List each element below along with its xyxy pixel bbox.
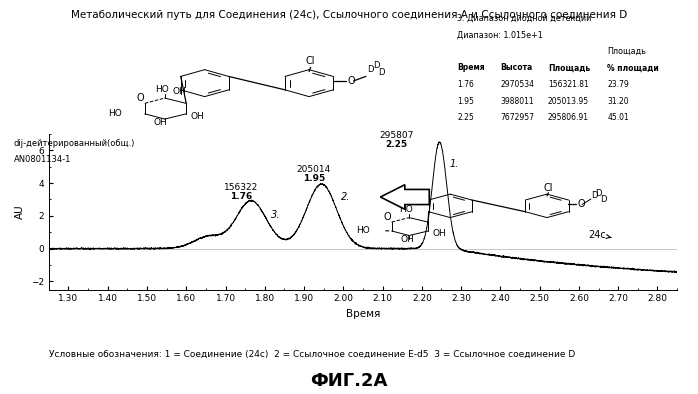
Text: OH: OH: [191, 112, 205, 121]
Text: 3.: 3.: [271, 210, 280, 220]
Text: 295807: 295807: [379, 131, 413, 140]
Text: 2970534: 2970534: [500, 80, 535, 89]
Text: Условные обозначения: 1 = Соединение (24c)  2 = Ссылочное соединение E-d5  3 = С: Условные обозначения: 1 = Соединение (24…: [49, 350, 575, 359]
Text: HO: HO: [356, 226, 370, 235]
Text: D: D: [378, 68, 385, 77]
Text: HO: HO: [399, 205, 413, 214]
Text: Cl: Cl: [544, 183, 554, 193]
Y-axis label: AU: AU: [15, 204, 25, 219]
Text: 2.: 2.: [341, 192, 350, 202]
Text: HO: HO: [108, 109, 121, 118]
Text: 45.01: 45.01: [607, 113, 629, 122]
Text: 1.95: 1.95: [303, 175, 325, 184]
Text: 156321.81: 156321.81: [548, 80, 588, 89]
Text: 156322: 156322: [224, 184, 258, 193]
Text: HO: HO: [155, 85, 168, 94]
Text: Cl: Cl: [306, 56, 315, 66]
Text: OH: OH: [154, 118, 167, 127]
Text: 205013.95: 205013.95: [548, 97, 589, 106]
Text: O: O: [578, 199, 586, 210]
Text: 295806.91: 295806.91: [548, 113, 589, 122]
Text: 23.79: 23.79: [607, 80, 629, 89]
Text: D: D: [595, 189, 602, 198]
Text: Площадь: Площадь: [548, 63, 591, 72]
Text: % площади: % площади: [607, 63, 659, 72]
Text: D: D: [600, 195, 607, 204]
Text: O: O: [383, 212, 391, 222]
Text: 1.: 1.: [450, 159, 459, 169]
Text: D: D: [373, 61, 380, 71]
Text: OH: OH: [172, 87, 186, 97]
Text: 3: Диапазон диодной детекции: 3: Диапазон диодной детекции: [457, 14, 592, 23]
Text: OH: OH: [433, 229, 446, 238]
X-axis label: Время: Время: [346, 309, 380, 319]
Text: dij-дейтерированный(общ.): dij-дейтерированный(общ.): [14, 139, 135, 148]
Text: O: O: [136, 93, 144, 103]
Text: 24c: 24c: [588, 230, 611, 240]
Text: Диапазон: 1.015e+1: Диапазон: 1.015e+1: [457, 30, 543, 39]
Text: 1.76: 1.76: [457, 80, 474, 89]
Text: Высота: Высота: [500, 63, 533, 72]
Text: D: D: [591, 191, 597, 200]
Text: 2.25: 2.25: [385, 140, 408, 149]
Text: 7672957: 7672957: [500, 113, 535, 122]
Text: Время: Время: [457, 63, 485, 72]
Text: OH: OH: [401, 235, 415, 244]
Text: D: D: [367, 65, 373, 74]
Text: AN0801134-1: AN0801134-1: [14, 155, 71, 164]
Text: 2.25: 2.25: [457, 113, 474, 122]
Text: 1.76: 1.76: [230, 193, 253, 201]
Text: Метаболический путь для Соединения (24c), Ссылочного соединения А и Ссылочного с: Метаболический путь для Соединения (24c)…: [71, 10, 627, 20]
Text: 31.20: 31.20: [607, 97, 629, 106]
FancyArrow shape: [380, 185, 429, 209]
Text: 1.95: 1.95: [457, 97, 474, 106]
Text: 3988011: 3988011: [500, 97, 534, 106]
Text: ФИГ.2А: ФИГ.2А: [311, 372, 387, 390]
Text: Площадь: Площадь: [607, 47, 646, 56]
Text: 205014: 205014: [297, 165, 331, 175]
Text: O: O: [348, 76, 355, 86]
